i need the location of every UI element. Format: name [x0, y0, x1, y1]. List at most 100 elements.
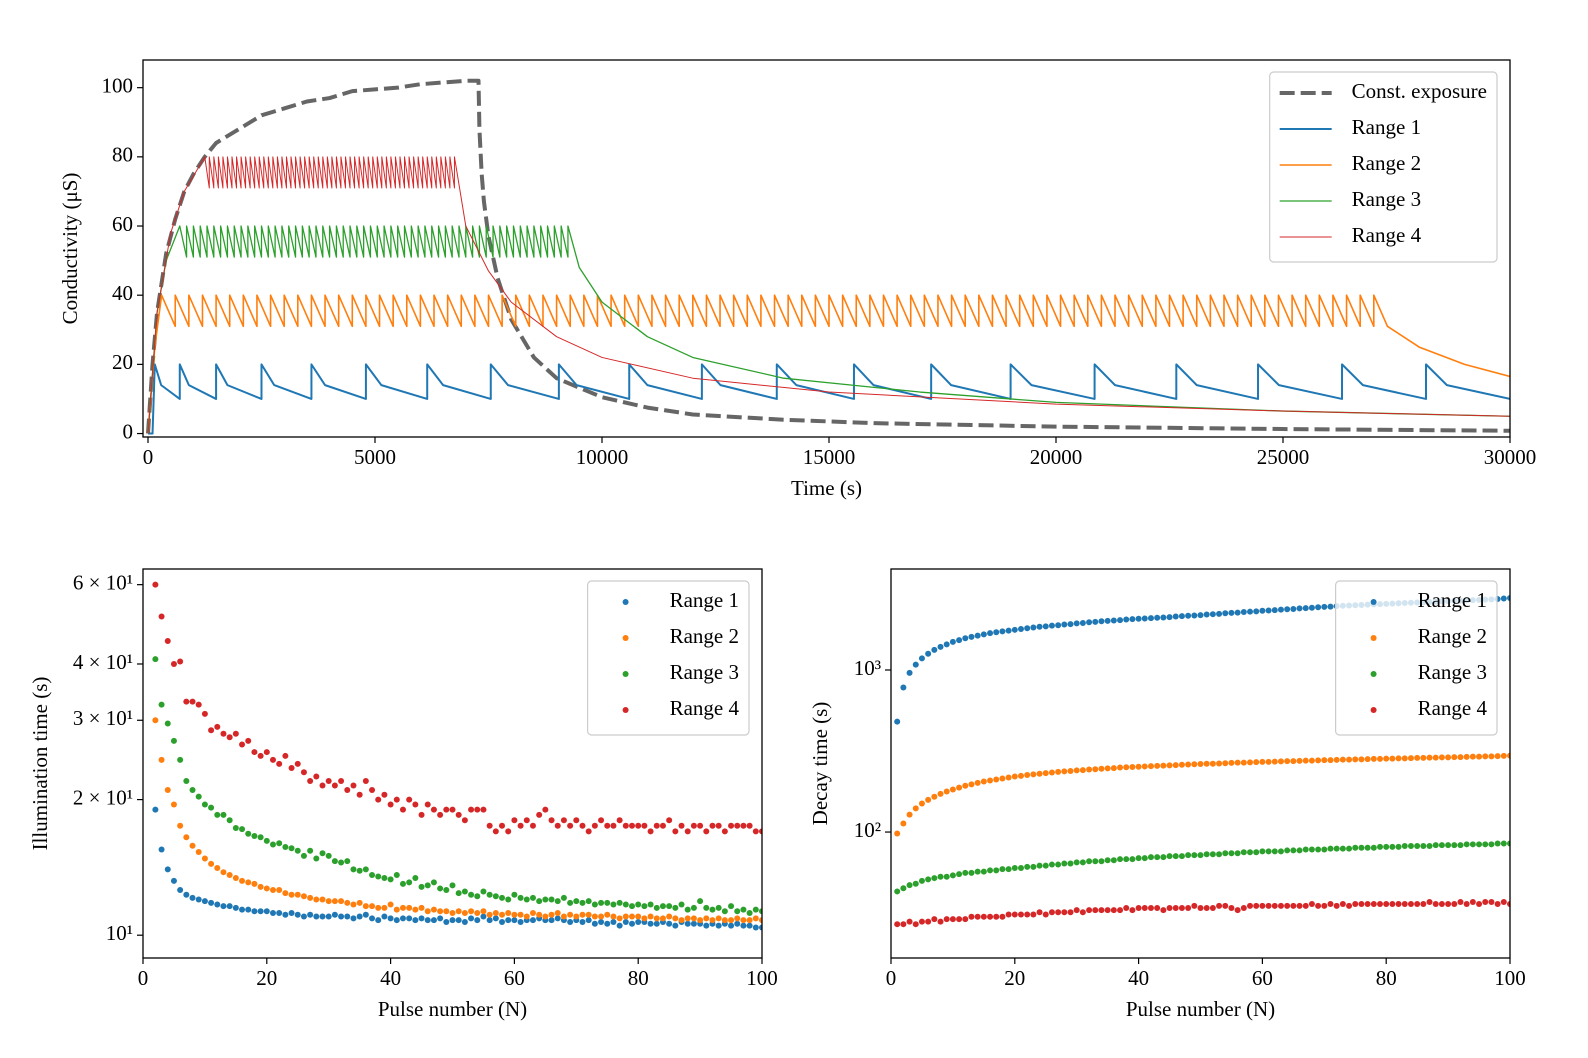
point [319, 913, 326, 920]
legend-label: Range 2 [670, 624, 739, 648]
point [542, 806, 549, 813]
point [1500, 752, 1507, 759]
point [1135, 855, 1142, 862]
point [480, 888, 487, 895]
point [1296, 605, 1303, 612]
plot-area [145, 78, 1510, 435]
point [746, 822, 753, 829]
point [993, 629, 1000, 636]
point [1451, 754, 1458, 761]
point [152, 581, 159, 588]
point [1302, 902, 1309, 909]
point [1240, 849, 1247, 856]
point [1383, 900, 1390, 907]
point [499, 911, 506, 918]
point [406, 904, 413, 911]
point [1271, 902, 1278, 909]
point [1265, 902, 1272, 909]
point [461, 817, 468, 824]
point [906, 918, 913, 925]
point [1469, 899, 1476, 906]
point [369, 787, 376, 794]
point [1401, 843, 1408, 850]
point [1129, 616, 1136, 623]
point [622, 913, 629, 920]
point [918, 800, 925, 807]
point [1476, 841, 1483, 848]
point [1426, 899, 1433, 906]
point [164, 787, 171, 794]
x-tick-label: 20 [256, 966, 277, 990]
point [480, 908, 487, 915]
point [1389, 755, 1396, 762]
point [1129, 907, 1136, 914]
point [375, 796, 382, 803]
point [492, 915, 499, 922]
point [1160, 762, 1167, 769]
point [1469, 841, 1476, 848]
point [1234, 609, 1241, 616]
point [1346, 902, 1353, 909]
point [1377, 755, 1384, 762]
point [288, 910, 295, 917]
point [300, 852, 307, 859]
x-tick-label: 0 [143, 445, 154, 469]
point [653, 915, 660, 922]
point [1203, 611, 1210, 618]
point [653, 822, 660, 829]
point [987, 630, 994, 637]
point [152, 717, 159, 724]
point [344, 913, 351, 920]
legend-swatch [1370, 635, 1377, 641]
point [672, 915, 679, 922]
point [1315, 846, 1322, 853]
plot-area [152, 581, 762, 931]
x-tick-label: 40 [380, 966, 401, 990]
point [344, 899, 351, 906]
point [956, 637, 963, 644]
point [183, 698, 190, 705]
point [987, 867, 994, 874]
point [918, 877, 925, 884]
point [1457, 899, 1464, 906]
point [1154, 762, 1161, 769]
point [918, 655, 925, 662]
point [641, 915, 648, 922]
point [616, 899, 623, 906]
point [455, 908, 462, 915]
point [1172, 853, 1179, 860]
point [1407, 843, 1414, 850]
point [974, 868, 981, 875]
point [1327, 603, 1334, 610]
point [1315, 902, 1322, 909]
point [1055, 768, 1062, 775]
point [678, 822, 685, 829]
point [499, 918, 506, 925]
point [1030, 911, 1037, 918]
point [1438, 900, 1445, 907]
point [1073, 859, 1080, 866]
point [1030, 771, 1037, 778]
point [1265, 848, 1272, 855]
point [1308, 900, 1315, 907]
legend-label: Range 4 [670, 696, 740, 720]
point [1445, 842, 1452, 849]
point [1482, 899, 1489, 906]
point [158, 756, 165, 763]
point [406, 879, 413, 886]
point [1240, 759, 1247, 766]
point [1333, 845, 1340, 852]
point [325, 898, 332, 905]
point [1234, 850, 1241, 857]
point [393, 917, 400, 924]
point [170, 660, 177, 667]
point [276, 840, 283, 847]
point [288, 845, 295, 852]
legend-label: Range 1 [1418, 588, 1487, 612]
y-tick-label: 0 [123, 419, 134, 443]
point [567, 911, 574, 918]
point [666, 903, 673, 910]
point [925, 918, 932, 925]
point [759, 924, 762, 931]
point [486, 891, 493, 898]
